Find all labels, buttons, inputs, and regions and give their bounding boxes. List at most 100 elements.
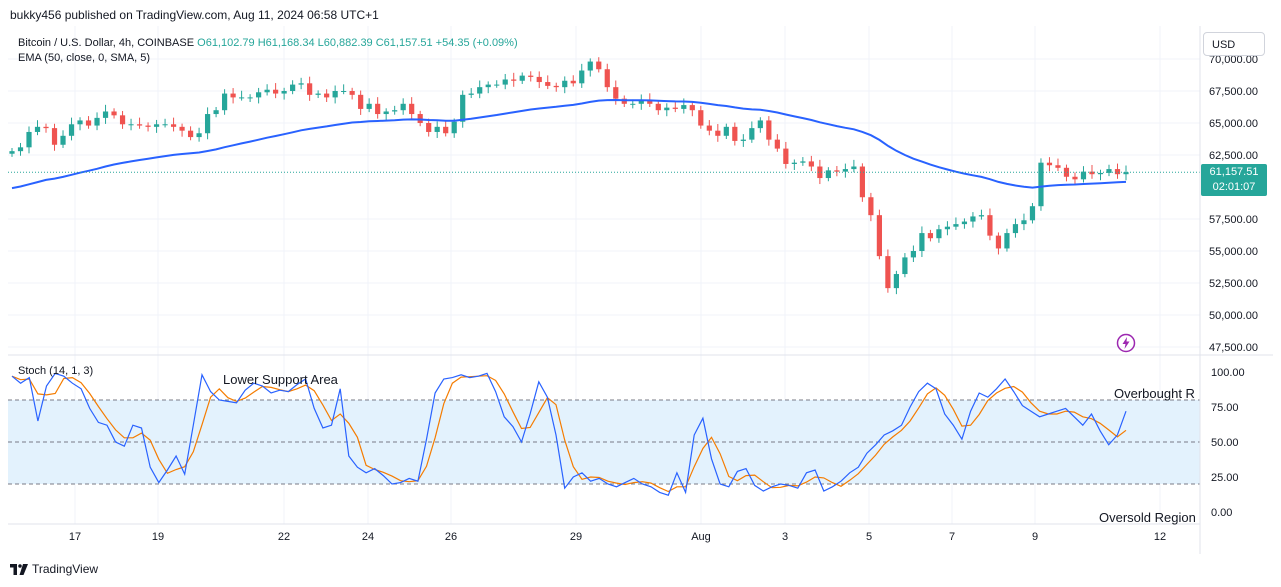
stoch-band <box>8 399 1200 485</box>
candle-body <box>919 233 925 251</box>
currency-button[interactable]: USD <box>1203 32 1265 56</box>
candle-body <box>324 93 330 98</box>
candle-body <box>596 61 602 70</box>
candle-body <box>426 123 432 132</box>
stoch-tick-label: 75.00 <box>1211 402 1239 414</box>
candle-body <box>196 133 202 138</box>
lightning-icon[interactable] <box>1116 333 1136 353</box>
candle-body <box>1004 233 1010 249</box>
candle-body <box>740 139 746 141</box>
lower-support-label: Lower Support Area <box>223 372 339 387</box>
candle-body <box>783 148 789 164</box>
price-tick-label: 70,000.00 <box>1209 54 1258 66</box>
candle-body <box>273 89 279 94</box>
price-tick-label: 65,000.00 <box>1209 118 1258 130</box>
candle-body <box>392 110 398 112</box>
footer: TradingView <box>10 562 98 576</box>
candle-body <box>995 235 1002 249</box>
candle-body <box>706 125 712 131</box>
time-tick-label: 3 <box>782 531 788 543</box>
candle-body <box>953 224 959 227</box>
candle-body <box>655 103 661 111</box>
time-tick-label: 9 <box>1032 531 1038 543</box>
symbol-label: Bitcoin / U.S. Dollar, 4h, COINBASE <box>18 37 195 49</box>
candle-body <box>494 84 500 86</box>
candle-body <box>460 94 466 122</box>
candle-body <box>85 120 92 126</box>
candle-body <box>60 135 66 145</box>
candle-body <box>1106 169 1112 173</box>
candle-body <box>604 69 610 88</box>
candle-body <box>868 197 874 216</box>
candle-body <box>562 80 568 88</box>
time-tick-label: 19 <box>152 531 164 543</box>
candle-body <box>613 87 619 99</box>
candle-body <box>944 226 951 230</box>
time-tick-label: 29 <box>570 531 582 543</box>
candle-body <box>859 166 865 198</box>
candle-body <box>834 170 840 172</box>
candle-body <box>349 91 355 95</box>
candle-body <box>1038 162 1044 207</box>
candle-body <box>434 126 440 132</box>
oversold-label: Oversold Region <box>1099 510 1196 525</box>
candle-body <box>375 103 381 115</box>
stoch-k-line <box>11 372 1127 496</box>
candle-body <box>119 115 126 125</box>
candle-body <box>34 126 41 132</box>
candle-body <box>757 120 763 129</box>
candle-body <box>451 121 457 134</box>
candle-body <box>145 125 151 127</box>
footer-brand: TradingView <box>32 562 99 576</box>
candle-body <box>1029 206 1036 221</box>
ema-legend: EMA (50, close, 0, SMA, 5) <box>18 52 151 64</box>
candle-body <box>672 107 678 109</box>
price-tick-label: 52,500.00 <box>1209 278 1258 290</box>
candle-body <box>927 233 934 239</box>
candle-body <box>341 91 347 92</box>
candle-body <box>111 111 117 116</box>
candle-body <box>358 94 364 109</box>
candle-body <box>536 76 542 83</box>
candle-body <box>987 215 993 236</box>
candle-body <box>885 256 891 289</box>
time-tick-label: 17 <box>69 531 81 543</box>
candle-body <box>366 103 372 109</box>
candle-body <box>749 128 755 140</box>
candle-body <box>1046 162 1053 166</box>
legend-line-1: Bitcoin / U.S. Dollar, 4h, COINBASE O61,… <box>18 35 518 51</box>
candle-body <box>94 117 100 126</box>
time-tick-label: 12 <box>1154 531 1166 543</box>
candle-body <box>77 120 83 125</box>
candles-group <box>9 57 1129 295</box>
candle-body <box>307 83 313 95</box>
candle-body <box>179 126 185 131</box>
candle-body <box>290 84 296 91</box>
candle-body <box>936 229 942 239</box>
candle-body <box>264 89 270 93</box>
candle-body <box>851 166 857 170</box>
candle-body <box>638 99 644 104</box>
candle-body <box>247 97 253 99</box>
stoch-d-line <box>11 375 1127 493</box>
time-tick-label: 24 <box>362 531 374 543</box>
candle-body <box>1063 167 1070 177</box>
stoch-tick-label: 25.00 <box>1211 472 1239 484</box>
candle-body <box>221 93 228 111</box>
stoch-tick-label: 0.00 <box>1211 507 1232 519</box>
tradingview-logo-icon <box>10 563 28 575</box>
candle-body <box>256 92 262 98</box>
chart-canvas[interactable]: 70,000.00 67,500.00 65,000.00 62,500.00 57,5… <box>8 26 1273 554</box>
candle-body <box>825 170 831 179</box>
candle-body <box>766 120 772 140</box>
price-tick-label: 47,500.00 <box>1209 342 1258 354</box>
candle-body <box>664 107 670 111</box>
candle-body <box>698 110 704 126</box>
candle-body <box>170 124 177 127</box>
candle-body <box>902 257 908 275</box>
candle-body <box>630 103 636 105</box>
candle-body <box>400 103 406 111</box>
candle-body <box>68 124 75 136</box>
last-price-value: 61,157.51 <box>1209 166 1259 178</box>
candle-body <box>136 124 143 126</box>
